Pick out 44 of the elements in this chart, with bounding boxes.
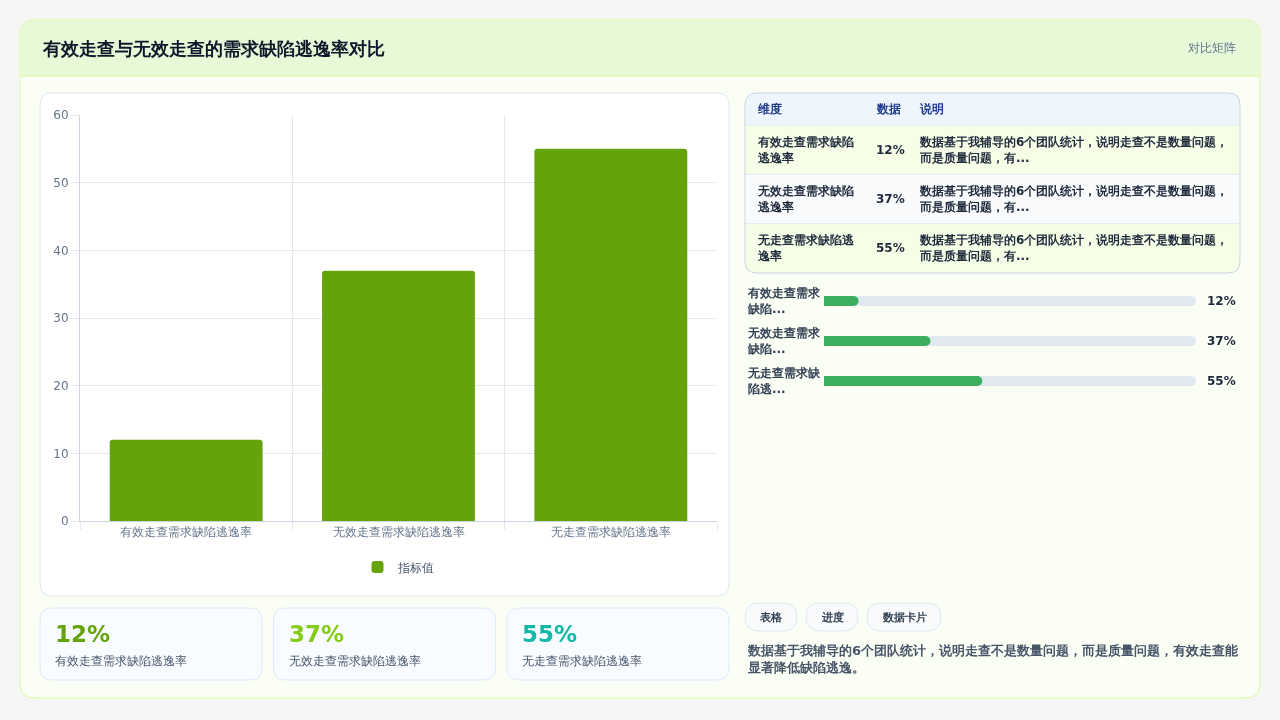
legend-label: 指标值 <box>396 560 434 575</box>
y-tick-label: 60 <box>53 108 69 123</box>
text: 数据基于我辅导的6个团队统计，说明走查不是数量问题，而是质量问题，有... <box>919 135 1229 165</box>
category-label: 数据卡片 <box>882 611 927 624</box>
category-label: 进度 <box>821 611 844 624</box>
data-label: 12% <box>876 143 905 157</box>
data-label: 55% <box>1207 374 1236 388</box>
text: 数据基于我辅导的6个团队统计，说明走查不是数量问题，而是质量问题，有... <box>919 184 1229 214</box>
text: 数据基于我辅导的6个团队统计，说明走查不是数量问题，而是质量问题，有效走查能显著降低缺陷逃逸。 <box>747 643 1240 675</box>
y-tick-label: 50 <box>53 175 69 190</box>
text: 有效走查与无效走查的需求缺陷逃逸率对比 <box>42 38 385 59</box>
category-label: 无效走查需求缺陷逃逸率 <box>757 184 854 214</box>
y-tick-label: 40 <box>53 243 69 258</box>
y-tick-label: 0 <box>60 514 69 529</box>
data-label: 55% <box>522 621 578 647</box>
text: 对比矩阵 <box>1188 41 1236 55</box>
data-label: 12% <box>55 621 111 647</box>
category-label: 有效走查需求缺陷逃逸率 <box>757 135 854 165</box>
data-label: 37% <box>1207 334 1236 348</box>
bar <box>322 270 475 521</box>
category-label: 表格 <box>759 611 783 624</box>
bar <box>109 439 263 521</box>
x-tick-label: 无效走查需求缺陷逃逸率 <box>332 525 465 540</box>
text: 维度 <box>757 102 782 116</box>
y-tick-label: 有效走查需求缺陷... <box>747 286 821 316</box>
y-tick-label: 无走查需求缺陷逃... <box>747 366 821 396</box>
text: 数据基于我辅导的6个团队统计，说明走查不是数量问题，而是质量问题，有... <box>919 233 1229 263</box>
data-label: 37% <box>876 192 905 206</box>
y-tick-label: 30 <box>53 311 69 326</box>
bar <box>534 148 688 521</box>
x-tick-label: 无走查需求缺陷逃逸率 <box>550 525 671 540</box>
category-label: 无走查需求缺陷逃逸率 <box>522 654 642 668</box>
y-tick-label: 无效走查需求缺陷... <box>747 326 821 356</box>
text: 说明 <box>919 102 944 116</box>
x-tick-label: 有效走查需求缺陷逃逸率 <box>120 525 253 540</box>
data-label: 37% <box>289 621 345 647</box>
y-tick-label: 20 <box>53 378 69 393</box>
data-label: 12% <box>1207 294 1236 308</box>
text: 数据 <box>876 102 901 116</box>
category-label: 无走查需求缺陷逃逸率 <box>757 233 855 263</box>
data-label: 55% <box>876 241 905 255</box>
category-label: 无效走查需求缺陷逃逸率 <box>289 654 421 668</box>
category-label: 有效走查需求缺陷逃逸率 <box>55 654 187 668</box>
y-tick-label: 10 <box>53 446 69 461</box>
